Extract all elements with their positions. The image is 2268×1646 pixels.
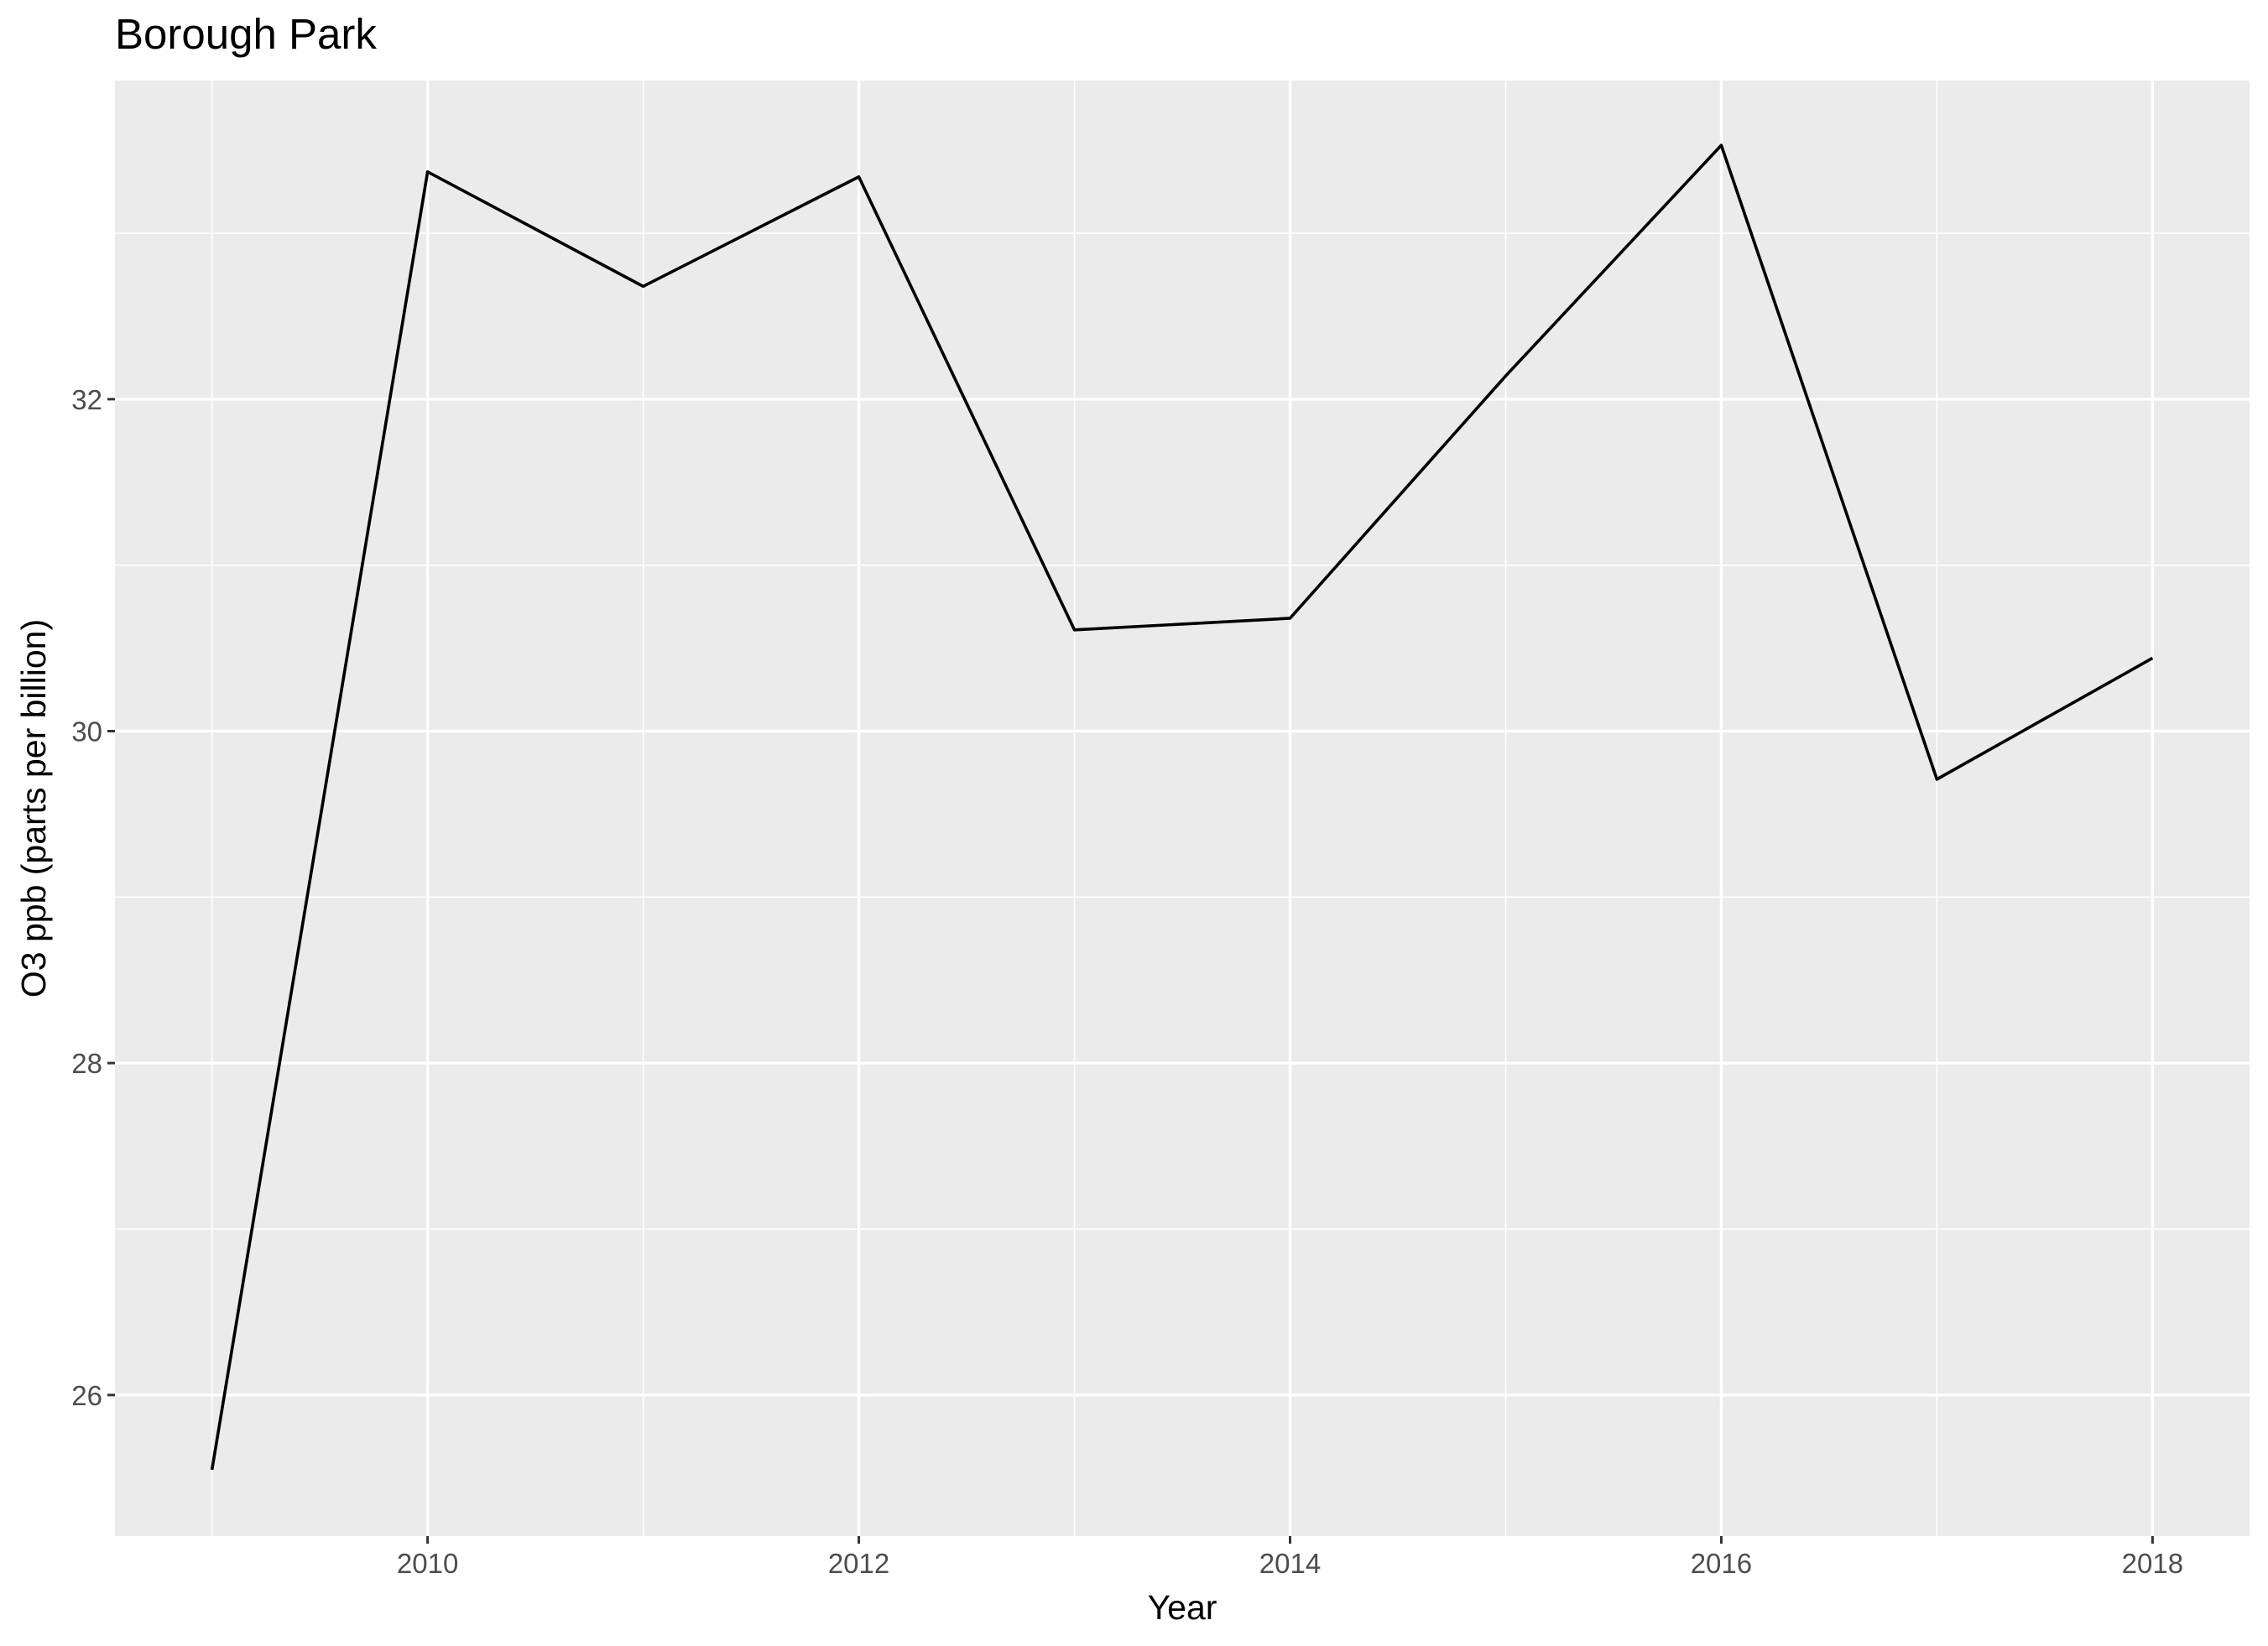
chart-title: Borough Park — [115, 10, 377, 58]
x-tick-label: 2014 — [1259, 1548, 1321, 1579]
major-gridlines — [115, 81, 2250, 1536]
x-axis: 2010 2012 2014 2016 2018 — [397, 1536, 2183, 1579]
y-axis: 26 28 30 32 — [71, 384, 115, 1411]
x-tick-label: 2018 — [2122, 1548, 2183, 1579]
x-tick-label: 2010 — [397, 1548, 458, 1579]
plot-panel — [115, 81, 2250, 1536]
minor-gridlines — [115, 81, 2250, 1536]
x-tick-label: 2016 — [1691, 1548, 1752, 1579]
series-layer — [210, 143, 2154, 1471]
y-axis-title: O3 ppb (parts per billion) — [14, 619, 53, 997]
series-line — [210, 143, 2154, 1471]
y-tick-label: 30 — [71, 716, 102, 747]
y-tick-label: 32 — [71, 384, 102, 415]
x-tick-label: 2012 — [828, 1548, 889, 1579]
y-tick-label: 28 — [71, 1048, 102, 1079]
y-tick-label: 26 — [71, 1380, 102, 1411]
x-axis-title: Year — [1148, 1588, 1217, 1627]
